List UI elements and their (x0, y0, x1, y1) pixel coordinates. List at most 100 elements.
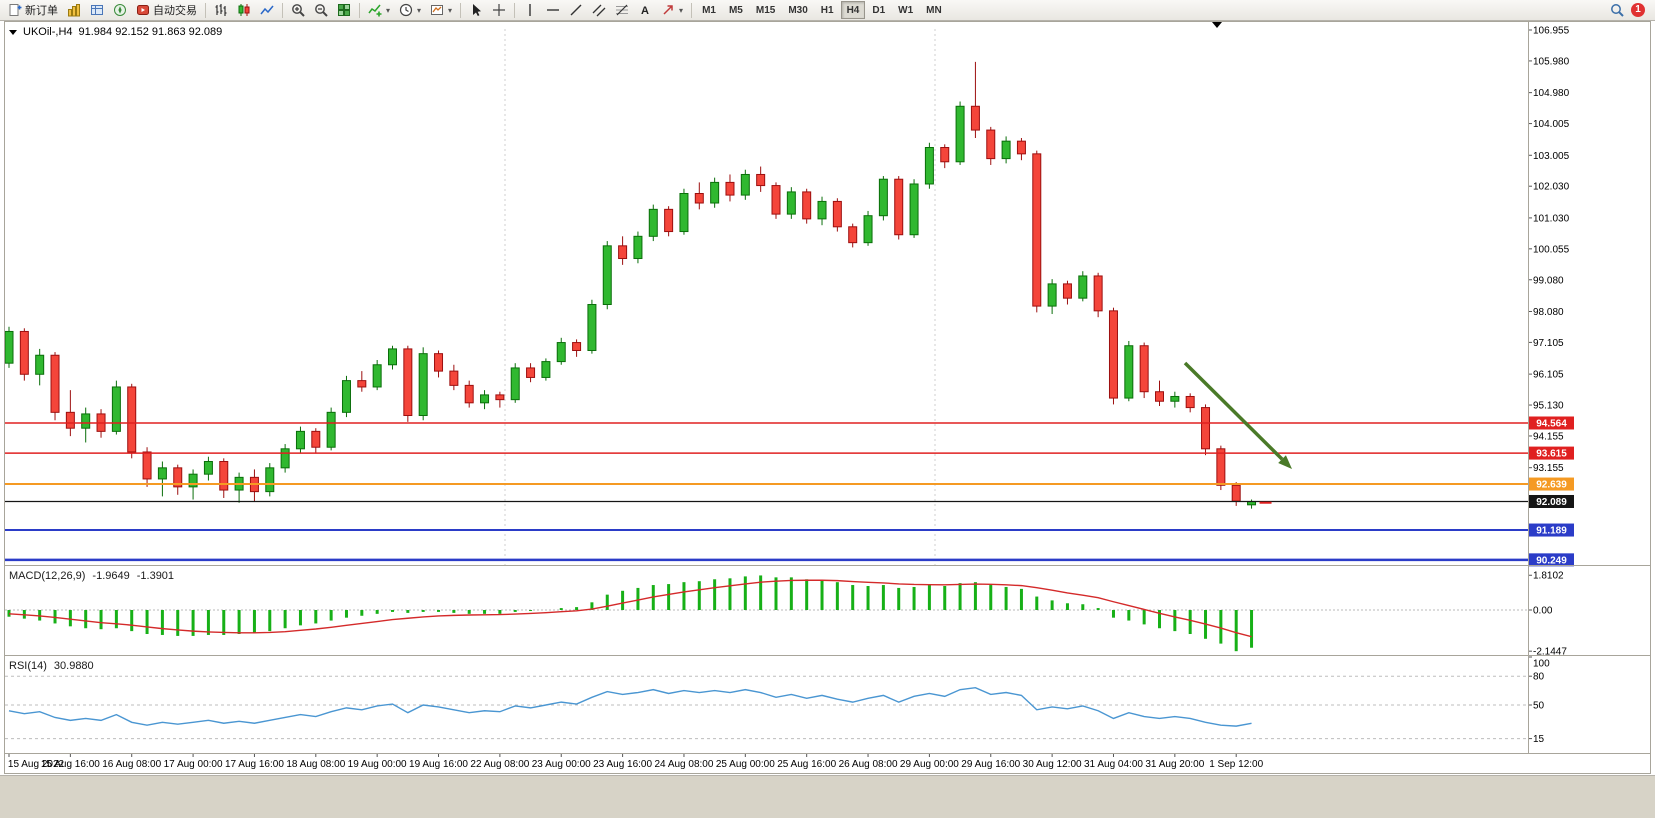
fibonacci-button[interactable] (611, 1, 633, 19)
price-badge-91.189 (1529, 523, 1574, 537)
tiles-icon (337, 3, 351, 17)
svg-text:104.980: 104.980 (1533, 88, 1570, 99)
clock-icon (399, 3, 413, 17)
zoom-in-button[interactable] (287, 1, 309, 19)
candlestick-button[interactable] (233, 1, 255, 19)
svg-text:15: 15 (1533, 734, 1545, 745)
channel-button[interactable] (588, 1, 610, 19)
period-separators (504, 29, 936, 565)
svg-text:A: A (641, 5, 649, 17)
price-badge-94.564 (1529, 416, 1574, 430)
text-button[interactable]: A (634, 1, 656, 19)
svg-text:99.080: 99.080 (1533, 275, 1564, 286)
svg-text:25 Aug 00:00: 25 Aug 00:00 (716, 759, 775, 770)
svg-text:29 Aug 16:00: 29 Aug 16:00 (961, 759, 1020, 770)
svg-text:100.055: 100.055 (1533, 244, 1570, 255)
timeframe-m1-button[interactable]: M1 (696, 1, 722, 19)
svg-text:23 Aug 00:00: 23 Aug 00:00 (532, 759, 591, 770)
svg-text:91.189: 91.189 (1536, 526, 1567, 537)
market-watch-button[interactable] (63, 1, 85, 19)
toolbar-buttons-group: 新订单 自动交易 ▾ ▾ ▾ A ▾ (4, 1, 695, 19)
bar-chart-button[interactable] (210, 1, 232, 19)
svg-text:106.955: 106.955 (1533, 26, 1570, 37)
autotrading-button[interactable]: 自动交易 (132, 1, 201, 19)
timeframe-m30-button[interactable]: M30 (782, 1, 813, 19)
chart-window: 106.955 105.980 104.980 104.005 103.005 102.0… (0, 21, 1655, 775)
timeframe-group: M1 M5 M15 M30 H1 H4 D1 W1 MN (696, 1, 948, 19)
svg-text:17 Aug 16:00: 17 Aug 16:00 (225, 759, 284, 770)
horizontal-line-button[interactable] (542, 1, 564, 19)
toolbar-separator (514, 2, 516, 18)
chart-canvas[interactable]: 106.955 105.980 104.980 104.005 103.005 102.0… (0, 21, 1655, 775)
hline-icon (546, 3, 560, 17)
toolbar-separator (359, 2, 360, 18)
trend-arrow[interactable] (1183, 361, 1292, 469)
svg-text:18 Aug 08:00: 18 Aug 08:00 (286, 759, 345, 770)
timeframe-h1-button[interactable]: H1 (815, 1, 840, 19)
svg-text:93.155: 93.155 (1533, 463, 1564, 474)
crosshair-button[interactable] (488, 1, 510, 19)
svg-text:31 Aug 20:00: 31 Aug 20:00 (1145, 759, 1204, 770)
svg-text:96.105: 96.105 (1533, 370, 1564, 381)
search-button[interactable] (1606, 1, 1628, 19)
svg-text:1 Sep 12:00: 1 Sep 12:00 (1209, 759, 1263, 770)
svg-text:25 Aug 16:00: 25 Aug 16:00 (777, 759, 836, 770)
timeframe-m15-button[interactable]: M15 (750, 1, 781, 19)
main-toolbar: 新订单 自动交易 ▾ ▾ ▾ A ▾ M1 M5 M15 M30 H1 H4 D1 W1 MN 1 (0, 0, 1655, 21)
zoom-out-button[interactable] (310, 1, 332, 19)
fibo-icon (615, 3, 629, 17)
price-axis[interactable]: 106.955 105.980 104.980 104.005 103.005 102.0… (1528, 26, 1574, 567)
chevron-down-icon: ▾ (448, 5, 453, 15)
svg-text:80: 80 (1533, 672, 1545, 683)
vertical-line-button[interactable] (519, 1, 541, 19)
svg-text:19 Aug 00:00: 19 Aug 00:00 (348, 759, 407, 770)
line-icon (260, 3, 274, 17)
timeframe-d1-button[interactable]: D1 (866, 1, 891, 19)
trendline-button[interactable] (565, 1, 587, 19)
svg-text:17 Aug 00:00: 17 Aug 00:00 (164, 759, 223, 770)
cursor-button[interactable] (465, 1, 487, 19)
arrows-button[interactable]: ▾ (657, 1, 687, 19)
data-window-button[interactable] (86, 1, 108, 19)
trendline-icon (569, 3, 583, 17)
timeframe-h4-button[interactable]: H4 (840, 1, 866, 19)
macd-panel: 1.8102 0.00 -2.1447 (5, 571, 1567, 658)
tile-windows-button[interactable] (333, 1, 355, 19)
chevron-down-icon: ▾ (679, 5, 684, 15)
price-badge-93.615 (1529, 446, 1574, 460)
svg-text:95.130: 95.130 (1533, 401, 1564, 412)
indicators-icon (368, 3, 382, 17)
notification-badge[interactable]: 1 (1631, 3, 1645, 17)
timeframe-mn-button[interactable]: MN (920, 1, 948, 19)
chart-frame (4, 21, 1651, 774)
chart-shift-marker[interactable] (1212, 22, 1222, 28)
svg-text:101.030: 101.030 (1533, 213, 1570, 224)
svg-text:50: 50 (1533, 701, 1545, 712)
svg-text:97.105: 97.105 (1533, 338, 1564, 349)
svg-text:92.639: 92.639 (1536, 480, 1567, 491)
data-window-icon (90, 3, 104, 17)
zoom-out-icon (314, 3, 328, 17)
svg-text:98.080: 98.080 (1533, 307, 1564, 318)
autotrading-icon (136, 3, 150, 17)
navigator-button[interactable] (109, 1, 131, 19)
svg-text:23 Aug 16:00: 23 Aug 16:00 (593, 759, 652, 770)
price-badge-92.639 (1529, 477, 1574, 491)
timeframe-w1-button[interactable]: W1 (892, 1, 919, 19)
line-chart-button[interactable] (256, 1, 278, 19)
svg-text:0.00: 0.00 (1533, 606, 1553, 617)
autotrading-button-label: 自动交易 (153, 5, 197, 17)
periods-button[interactable]: ▾ (395, 1, 425, 19)
svg-text:29 Aug 00:00: 29 Aug 00:00 (900, 759, 959, 770)
toolbar-separator (691, 2, 693, 18)
navigator-icon (113, 3, 127, 17)
channel-icon (592, 3, 606, 17)
templates-button[interactable]: ▾ (426, 1, 456, 19)
indicators-button[interactable]: ▾ (364, 1, 394, 19)
new-order-button[interactable]: 新订单 (4, 1, 62, 19)
search-icon (1610, 3, 1624, 17)
timeframe-m5-button[interactable]: M5 (723, 1, 749, 19)
rsi-panel: 100 80 50 15 (5, 656, 1550, 745)
svg-text:19 Aug 16:00: 19 Aug 16:00 (409, 759, 468, 770)
